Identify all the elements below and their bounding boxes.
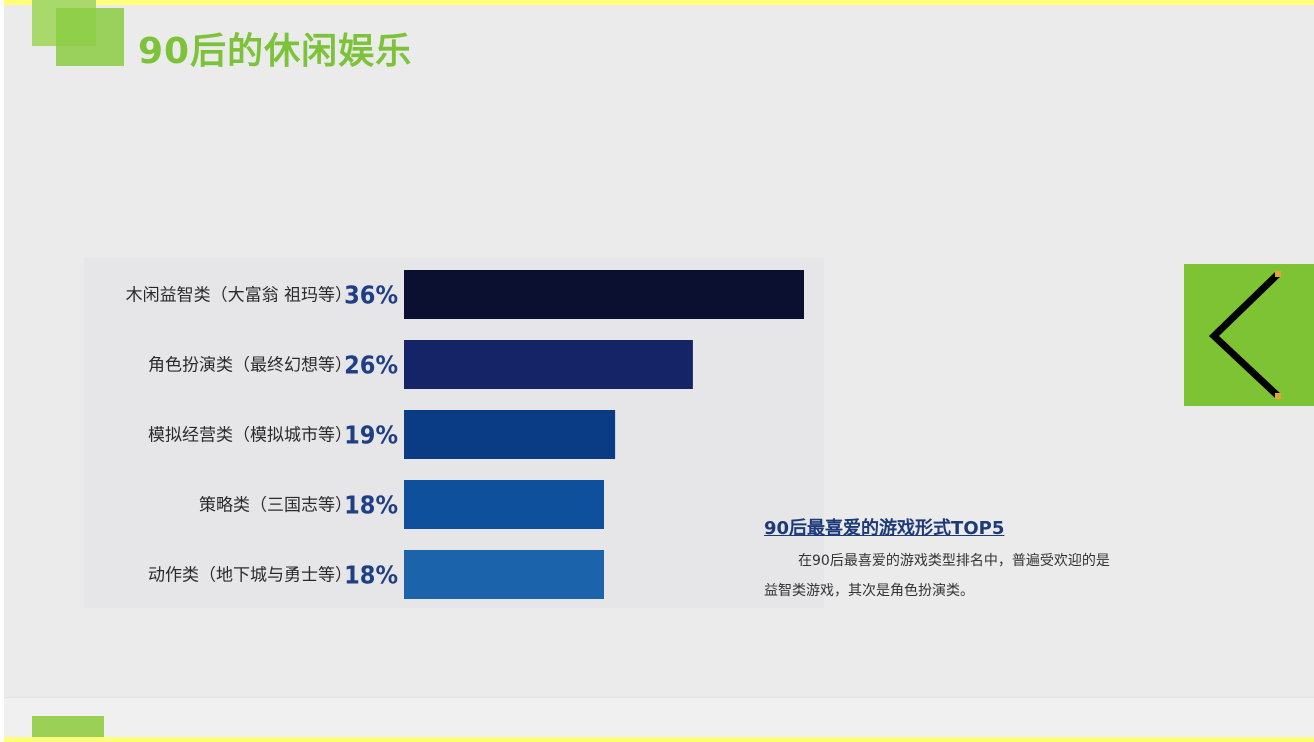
bar-value-label: 18% xyxy=(344,561,398,590)
category-label: 策略类（三国志等） xyxy=(199,496,352,516)
note-title: 90后最喜爱的游戏形式TOP5 xyxy=(764,518,1005,539)
bar xyxy=(404,340,693,389)
bar-chart: 36%木闲益智类（大富翁 祖玛等） 26%角色扮演类（最终幻想等） 19%模拟经营类… xyxy=(126,270,804,599)
slide: 90后的休闲娱乐 36% 木闲益智类（大富翁 祖玛等） 26% 角色扮演类（最终幻想等… xyxy=(4,0,1314,742)
chevron-left-icon xyxy=(1208,271,1281,399)
bar xyxy=(404,550,604,599)
bar-value-label: 19% xyxy=(344,421,398,450)
category-label: 木闲益智类（大富翁 祖玛等） xyxy=(126,286,352,306)
bar-value-label: 36% xyxy=(344,281,398,310)
bar-value-label: 26% xyxy=(344,351,398,380)
top-accent-strip xyxy=(4,0,1314,5)
bottom-accent-strip xyxy=(4,737,1314,742)
footer-band xyxy=(4,697,1314,742)
bar xyxy=(404,270,804,319)
category-label: 动作类（地下城与勇士等） xyxy=(148,566,352,586)
prev-slide-button[interactable] xyxy=(1184,264,1314,406)
bar xyxy=(404,410,616,459)
deco-square xyxy=(56,8,124,66)
slide-title: 90后的休闲娱乐 xyxy=(138,31,413,72)
chart-panel: 36% 木闲益智类（大富翁 祖玛等） 26% 角色扮演类（最终幻想等） 19% 模拟经营类… xyxy=(84,258,824,608)
bar-value-label: 18% xyxy=(344,491,398,520)
bar xyxy=(404,480,604,529)
category-label: 模拟经营类（模拟城市等） xyxy=(148,426,352,446)
note-body: 在90后最喜爱的游戏类型排名中，普遍受欢迎的是益智类游戏，其次是角色扮演类。 xyxy=(764,553,1110,599)
category-label: 角色扮演类（最终幻想等） xyxy=(148,356,352,376)
